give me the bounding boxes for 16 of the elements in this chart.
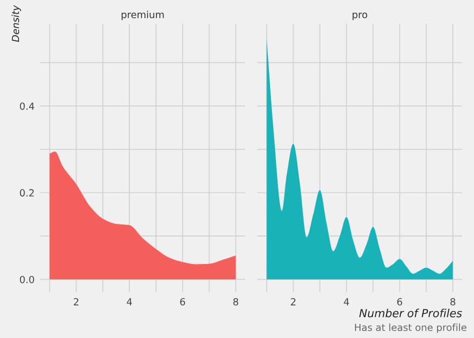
- text: Has at least one profile: [355, 324, 466, 333]
- y-tick-label: 0.0: [20, 276, 34, 284]
- x-tick-label: 2: [290, 298, 296, 306]
- x-tick-label: 8: [450, 298, 456, 306]
- chart-title: pro: [352, 12, 368, 20]
- x-tick-label: 4: [344, 298, 350, 306]
- chart-title: premium: [122, 10, 164, 20]
- y-tick-label: 0.2: [20, 189, 34, 197]
- x-axis-title: Number of Profiles: [359, 308, 462, 318]
- x-tick-label: 2: [74, 298, 78, 306]
- x-tick-label: 6: [180, 298, 186, 306]
- y-tick-label: 0.4: [20, 102, 34, 110]
- x-tick-label: 4: [126, 298, 132, 306]
- x-tick-label: 6: [397, 298, 402, 306]
- y-axis-title: Density: [12, 5, 22, 42]
- x-tick-label: 8: [233, 298, 238, 306]
